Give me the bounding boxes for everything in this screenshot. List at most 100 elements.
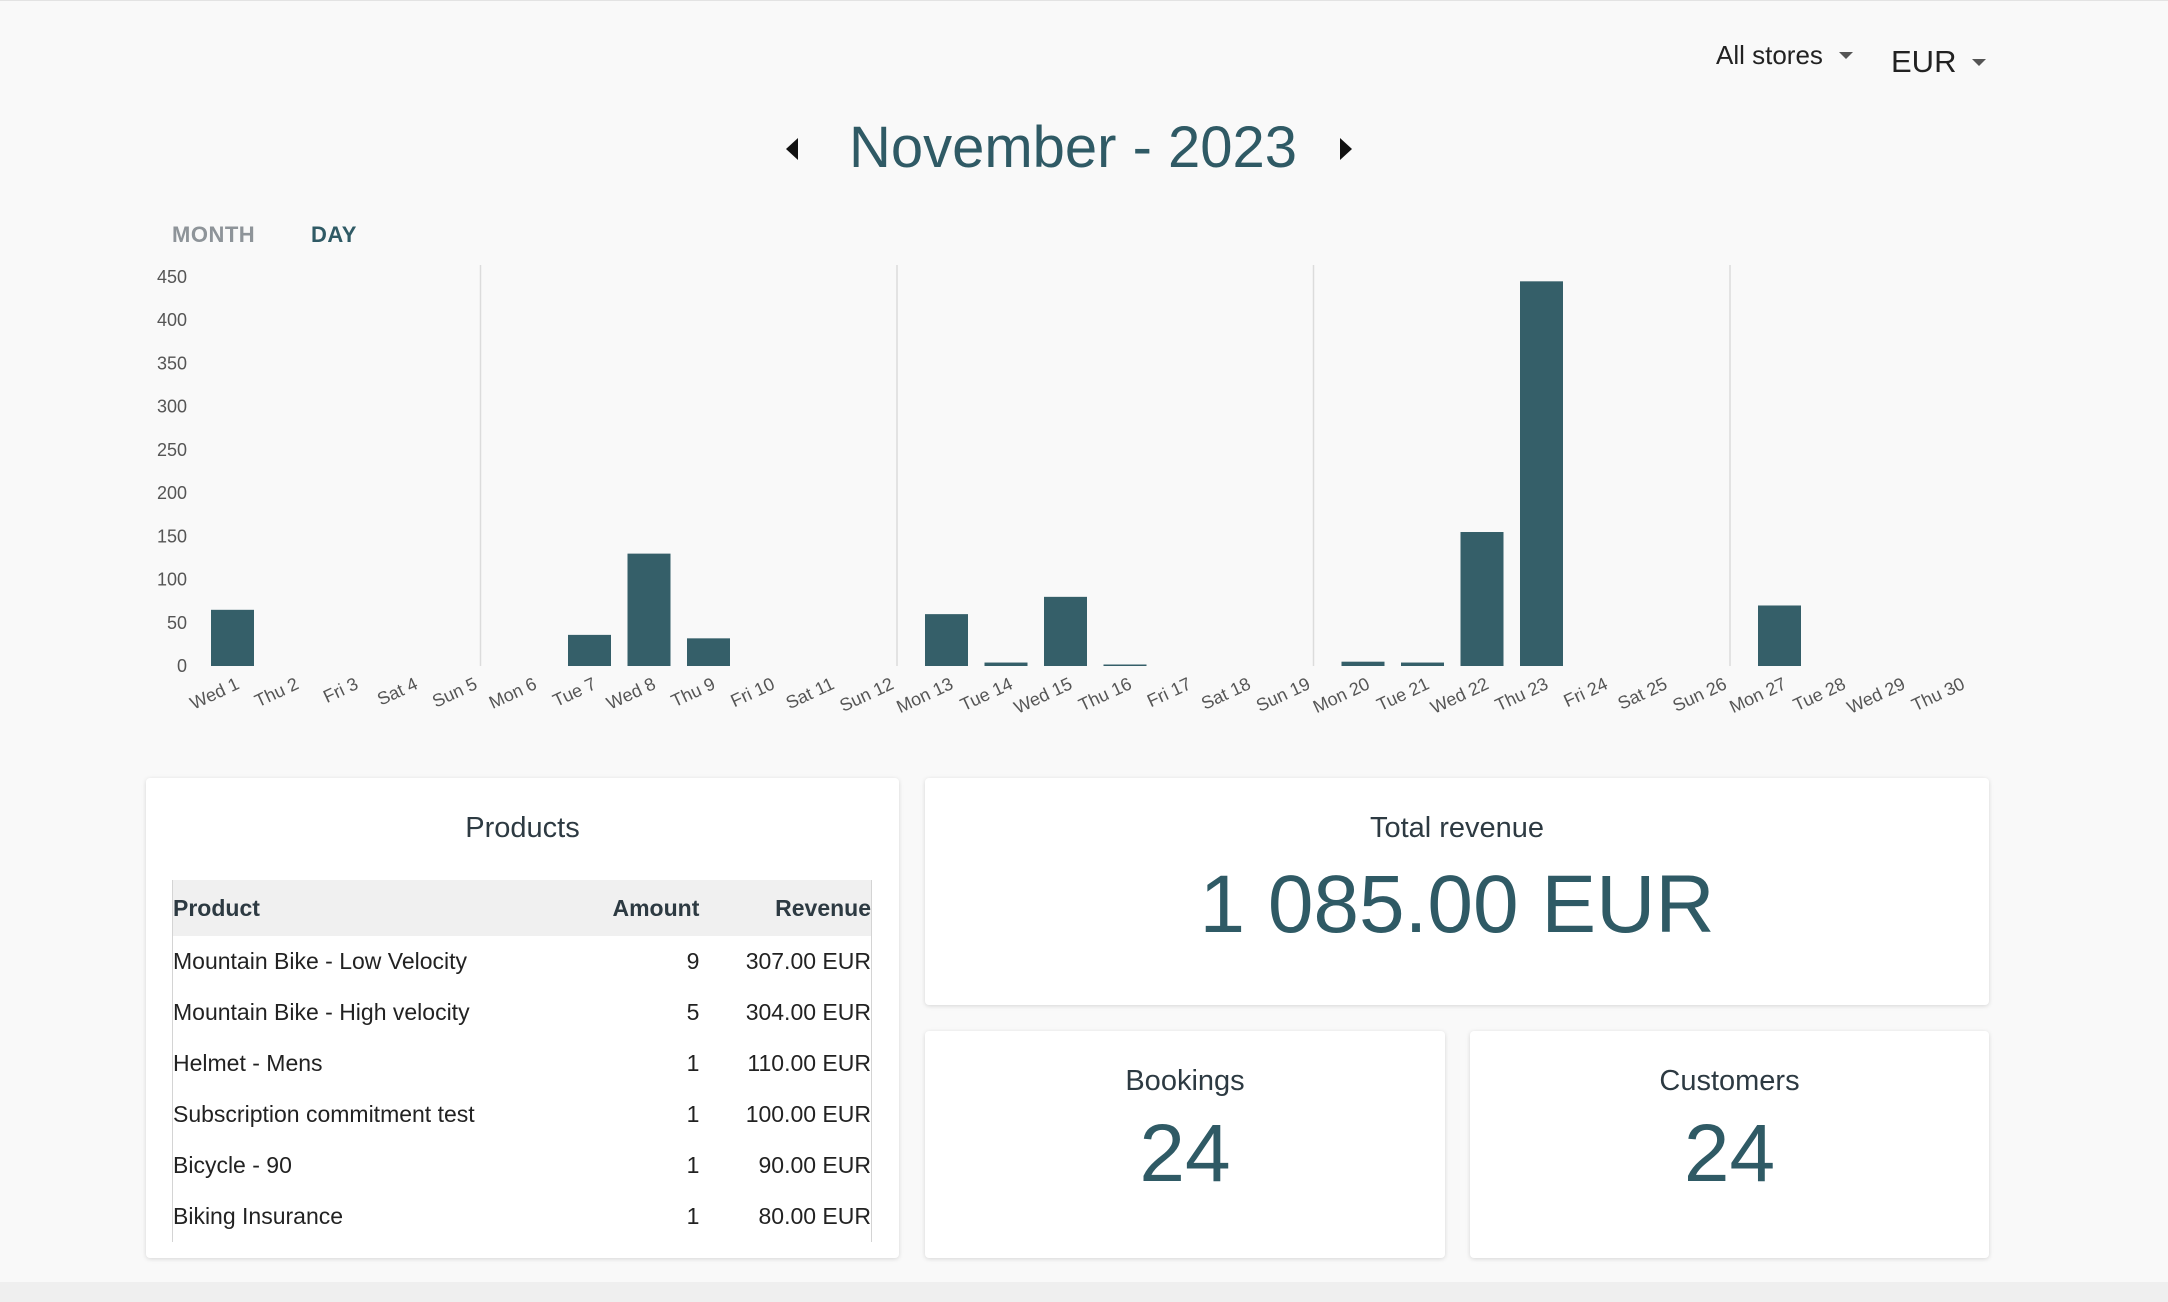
table-row: Helmet - Mens 1 110.00 EUR [173,1038,872,1089]
product-amount: 1 [686,1050,700,1076]
bar [211,609,254,666]
tab-month[interactable]: MONTH [172,222,256,247]
table-row: Mountain Bike - High velocity 5 304.00 E… [173,987,872,1038]
customers-value: 24 [1683,1108,1776,1199]
x-tick-label: Sun 19 [1253,673,1313,715]
y-tick-label: 200 [157,483,187,503]
bookings-card: Bookings 24 [925,1031,1445,1258]
x-tick-label: Sun 5 [429,673,480,711]
table-row: Mountain Bike - Low Velocity 9 307.00 EU… [173,936,872,987]
bar [627,553,671,666]
currency-dropdown[interactable]: EUR [1891,44,1987,80]
product-amount: 9 [686,948,700,974]
product-amount: 5 [686,999,700,1025]
x-tick-label: Fri 3 [320,673,361,706]
x-tick-label: Wed 29 [1844,673,1908,717]
product-revenue: 307.00 EUR [745,948,871,974]
table-row: Biking Insurance 1 80.00 EUR [173,1191,872,1242]
table-row: Bicycle - 90 1 90.00 EUR [173,1140,872,1191]
y-tick-label: 400 [157,310,187,330]
bar [1758,605,1801,666]
customers-label: Customers [1659,1065,1800,1097]
product-revenue: 110.00 EUR [747,1050,871,1076]
x-tick-label: Sat 18 [1198,673,1254,713]
previous-month-icon[interactable] [786,138,798,160]
x-tick-label: Tue 21 [1374,673,1433,715]
column-header-product[interactable]: Product [172,880,552,936]
bar [984,662,1028,666]
x-tick-label: Sat 4 [374,673,421,709]
y-tick-label: 0 [177,656,187,676]
product-amount: 1 [686,1101,700,1127]
x-tick-label: Mon 27 [1726,673,1789,717]
product-amount: 1 [686,1203,700,1229]
product-revenue: 90.00 EUR [758,1152,871,1178]
x-tick-label: Sat 25 [1615,673,1671,713]
x-tick-label: Thu 16 [1075,673,1134,715]
product-name: Subscription commitment test [173,1101,475,1127]
bar [1460,532,1504,666]
x-tick-label: Thu 2 [252,673,302,711]
store-filter-label: All stores [1716,40,1823,70]
x-tick-label: Thu 23 [1492,673,1551,715]
column-header-revenue[interactable]: Revenue [699,880,872,936]
period-navigator: November - 2023 [760,110,1380,190]
x-tick-label: Sun 12 [837,673,897,715]
bar [1341,661,1385,666]
y-tick-label: 350 [157,353,187,373]
store-filter-dropdown[interactable]: All stores [1716,40,1853,71]
x-tick-label: Fri 24 [1561,673,1611,711]
total-revenue-label: Total revenue [1369,812,1545,844]
x-tick-label: Mon 6 [486,673,540,712]
product-revenue: 304.00 EUR [745,999,871,1025]
products-table: Product Amount Revenue Mountain Bike - L… [172,880,872,1242]
bottom-scroll-band [0,1282,2168,1302]
currency-label: EUR [1891,44,1957,79]
bar [1401,662,1444,666]
bar [568,634,611,666]
product-name: Helmet - Mens [173,1050,323,1076]
chevron-down-icon [1838,52,1853,59]
total-revenue-card: Total revenue 1 085.00 EUR [925,778,1989,1005]
top-border [0,0,2168,1]
table-header-row: Product Amount Revenue [172,880,872,936]
x-tick-label: Wed 8 [603,673,658,713]
x-tick-label: Thu 30 [1908,673,1967,715]
product-revenue: 80.00 EUR [758,1203,871,1229]
products-card: Products Product Amount Revenue Mountain… [146,778,899,1258]
x-tick-label: Fri 17 [1144,673,1194,711]
x-tick-label: Mon 13 [893,673,956,717]
y-tick-label: 250 [157,440,187,460]
bar [687,638,730,666]
column-header-amount[interactable]: Amount [551,880,700,936]
daily-revenue-chart: 0 50 100 150 200 250 300 350 400 450 Wed 1 Thu 2 Fri… [157,265,1968,718]
x-tick-label: Sun 26 [1670,673,1730,715]
y-tick-label: 100 [157,570,187,590]
x-tick-label: Thu 9 [668,673,718,711]
chevron-down-icon [1972,58,1987,66]
y-tick-label: 150 [157,526,187,546]
period-title: November - 2023 [848,115,1298,180]
x-tick-label: Tue 14 [957,673,1016,715]
total-revenue-value: 1 085.00 EUR [1199,859,1715,950]
tab-day[interactable]: DAY [311,222,357,247]
bar [1520,281,1563,666]
x-tick-label: Wed 1 [187,673,242,713]
product-name: Biking Insurance [173,1203,344,1229]
x-tick-label: Tue 28 [1790,673,1849,715]
x-tick-label: Fri 10 [728,673,778,711]
x-tick-label: Tue 7 [550,673,600,710]
x-tick-label: Wed 22 [1427,673,1491,717]
bookings-label: Bookings [1125,1065,1245,1097]
product-name: Mountain Bike - High velocity [173,999,470,1025]
product-name: Bicycle - 90 [173,1152,292,1178]
x-tick-label: Wed 15 [1011,673,1075,717]
products-title: Products [465,812,580,844]
y-tick-label: 450 [157,267,187,287]
next-month-icon[interactable] [1340,138,1352,160]
x-tick-label: Sat 11 [783,673,837,713]
product-revenue: 100.00 EUR [745,1101,871,1127]
bar [1103,664,1147,666]
y-tick-label: 50 [167,613,187,633]
table-row: Subscription commitment test 1 100.00 EU… [173,1089,872,1140]
